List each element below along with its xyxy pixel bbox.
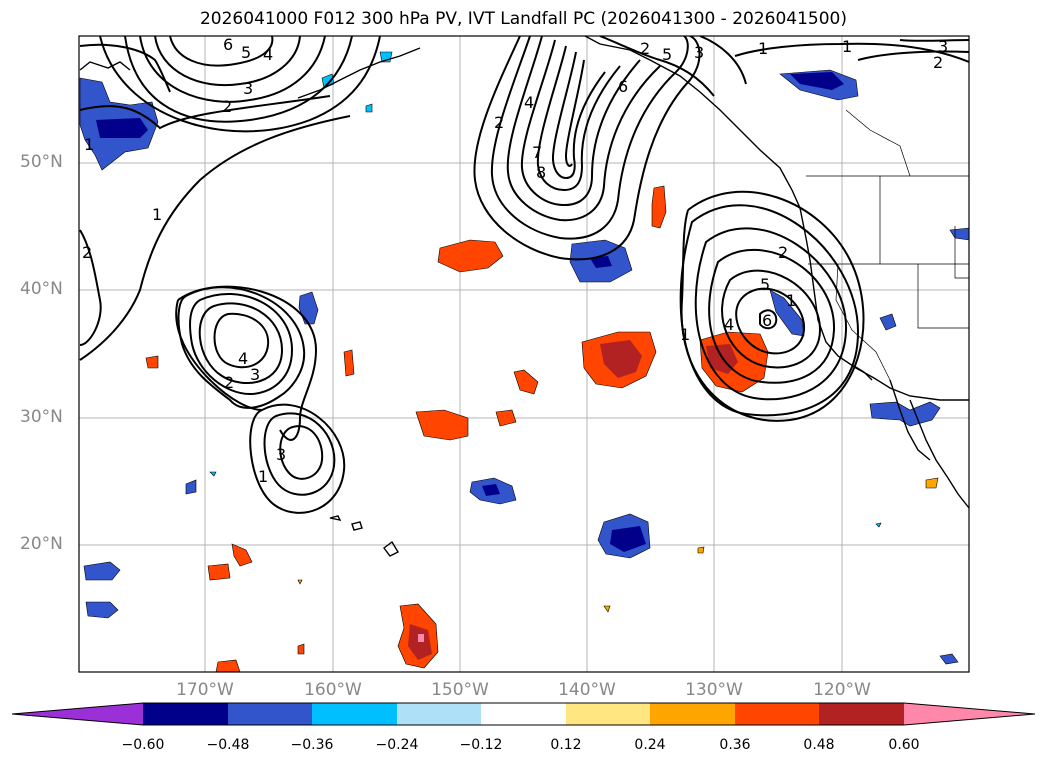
colorbar-segment: [650, 703, 735, 725]
colorbar-segment: [566, 703, 650, 725]
contour-label: 5: [760, 275, 770, 294]
lon-label: 170°W: [176, 680, 234, 700]
colorbar-segment: [819, 703, 904, 725]
lat-label: 20°N: [20, 534, 63, 554]
colorbar-tick: 0.48: [803, 737, 835, 753]
colorbar-tick: −0.36: [290, 737, 334, 753]
colorbar-tick: 0.12: [550, 737, 582, 753]
positive-anomaly-blobs: [145, 185, 939, 672]
contour-label: 7: [532, 143, 542, 162]
colorbar-outline: [11, 702, 1036, 726]
lat-label: 50°N: [20, 152, 63, 172]
contour-label: 4: [524, 93, 534, 112]
contour-label: 6: [762, 311, 772, 330]
colorbar-tick: −0.12: [459, 737, 503, 753]
colorbar-segment: [312, 703, 397, 725]
contour-label: 1: [258, 467, 268, 486]
colorbar-tick: −0.24: [375, 737, 419, 753]
colorbar-tick: −0.48: [206, 737, 250, 753]
colorbar-tick: −0.60: [121, 737, 165, 753]
contour-label: 1: [786, 291, 796, 310]
contour-label: 5: [662, 45, 672, 64]
contour-label: 5: [241, 43, 251, 62]
map-title: 2026041000 F012 300 hPa PV, IVT Landfall…: [199, 9, 847, 29]
lon-label: 140°W: [558, 680, 616, 700]
colorbar-extend-low: [12, 703, 143, 725]
contour-label: 3: [250, 365, 260, 384]
contour-label: 6: [618, 77, 628, 96]
colorbar-tick: 0.36: [719, 737, 751, 753]
contour-label: 1: [842, 37, 852, 56]
contour-label: 1: [680, 325, 690, 344]
contour-label: 3: [938, 37, 948, 56]
lon-label: 150°W: [431, 680, 489, 700]
contour-label: 2: [224, 373, 234, 392]
contour-label: 3: [276, 445, 286, 464]
colorbar-segment: [481, 703, 566, 725]
map-frame: [78, 35, 970, 673]
colorbar-segment: [735, 703, 819, 725]
contour-label: 2: [778, 243, 788, 262]
contour-label: 3: [243, 79, 253, 98]
contour-label: 3: [694, 43, 704, 62]
contour-label: 4: [238, 349, 248, 368]
lat-label: 30°N: [20, 407, 63, 427]
colorbar-tick: 0.60: [888, 737, 920, 753]
colorbar: [11, 702, 1036, 726]
contour-label: 8: [536, 163, 546, 182]
contour-label: 1: [152, 205, 162, 224]
contour-label: 1: [84, 135, 94, 154]
map-plot-area: 6 5 4 3 2 1 2 1 2 4 7 8 6 5 3 2 1 1 3 2 …: [79, 35, 969, 672]
contour-label: 4: [263, 45, 273, 64]
lat-label: 40°N: [20, 279, 63, 299]
negative-anomaly-blobs: [79, 51, 969, 665]
colorbar-segment: [143, 703, 228, 725]
colorbar-tick: 0.24: [634, 737, 666, 753]
lon-label: 130°W: [685, 680, 743, 700]
contour-label: 2: [640, 39, 650, 58]
colorbar-segment: [228, 703, 312, 725]
coastlines: [79, 36, 969, 557]
contour-label: 2: [933, 53, 943, 72]
contour-label: 4: [724, 315, 734, 334]
contour-label: 1: [758, 39, 768, 58]
lon-label: 160°W: [304, 680, 362, 700]
colorbar-segment: [397, 703, 481, 725]
lon-label: 120°W: [813, 680, 871, 700]
contour-label: 2: [494, 113, 504, 132]
pv-contours: [79, 36, 969, 514]
state-boundaries: [806, 109, 969, 381]
contour-label: 2: [82, 243, 92, 262]
contour-labels: 6 5 4 3 2 1 2 1 2 4 7 8 6 5 3 2 1 1 3 2 …: [82, 35, 948, 486]
colorbar-extend-high: [904, 703, 1035, 725]
contour-label: 6: [223, 35, 233, 54]
contour-label: 2: [222, 97, 232, 116]
